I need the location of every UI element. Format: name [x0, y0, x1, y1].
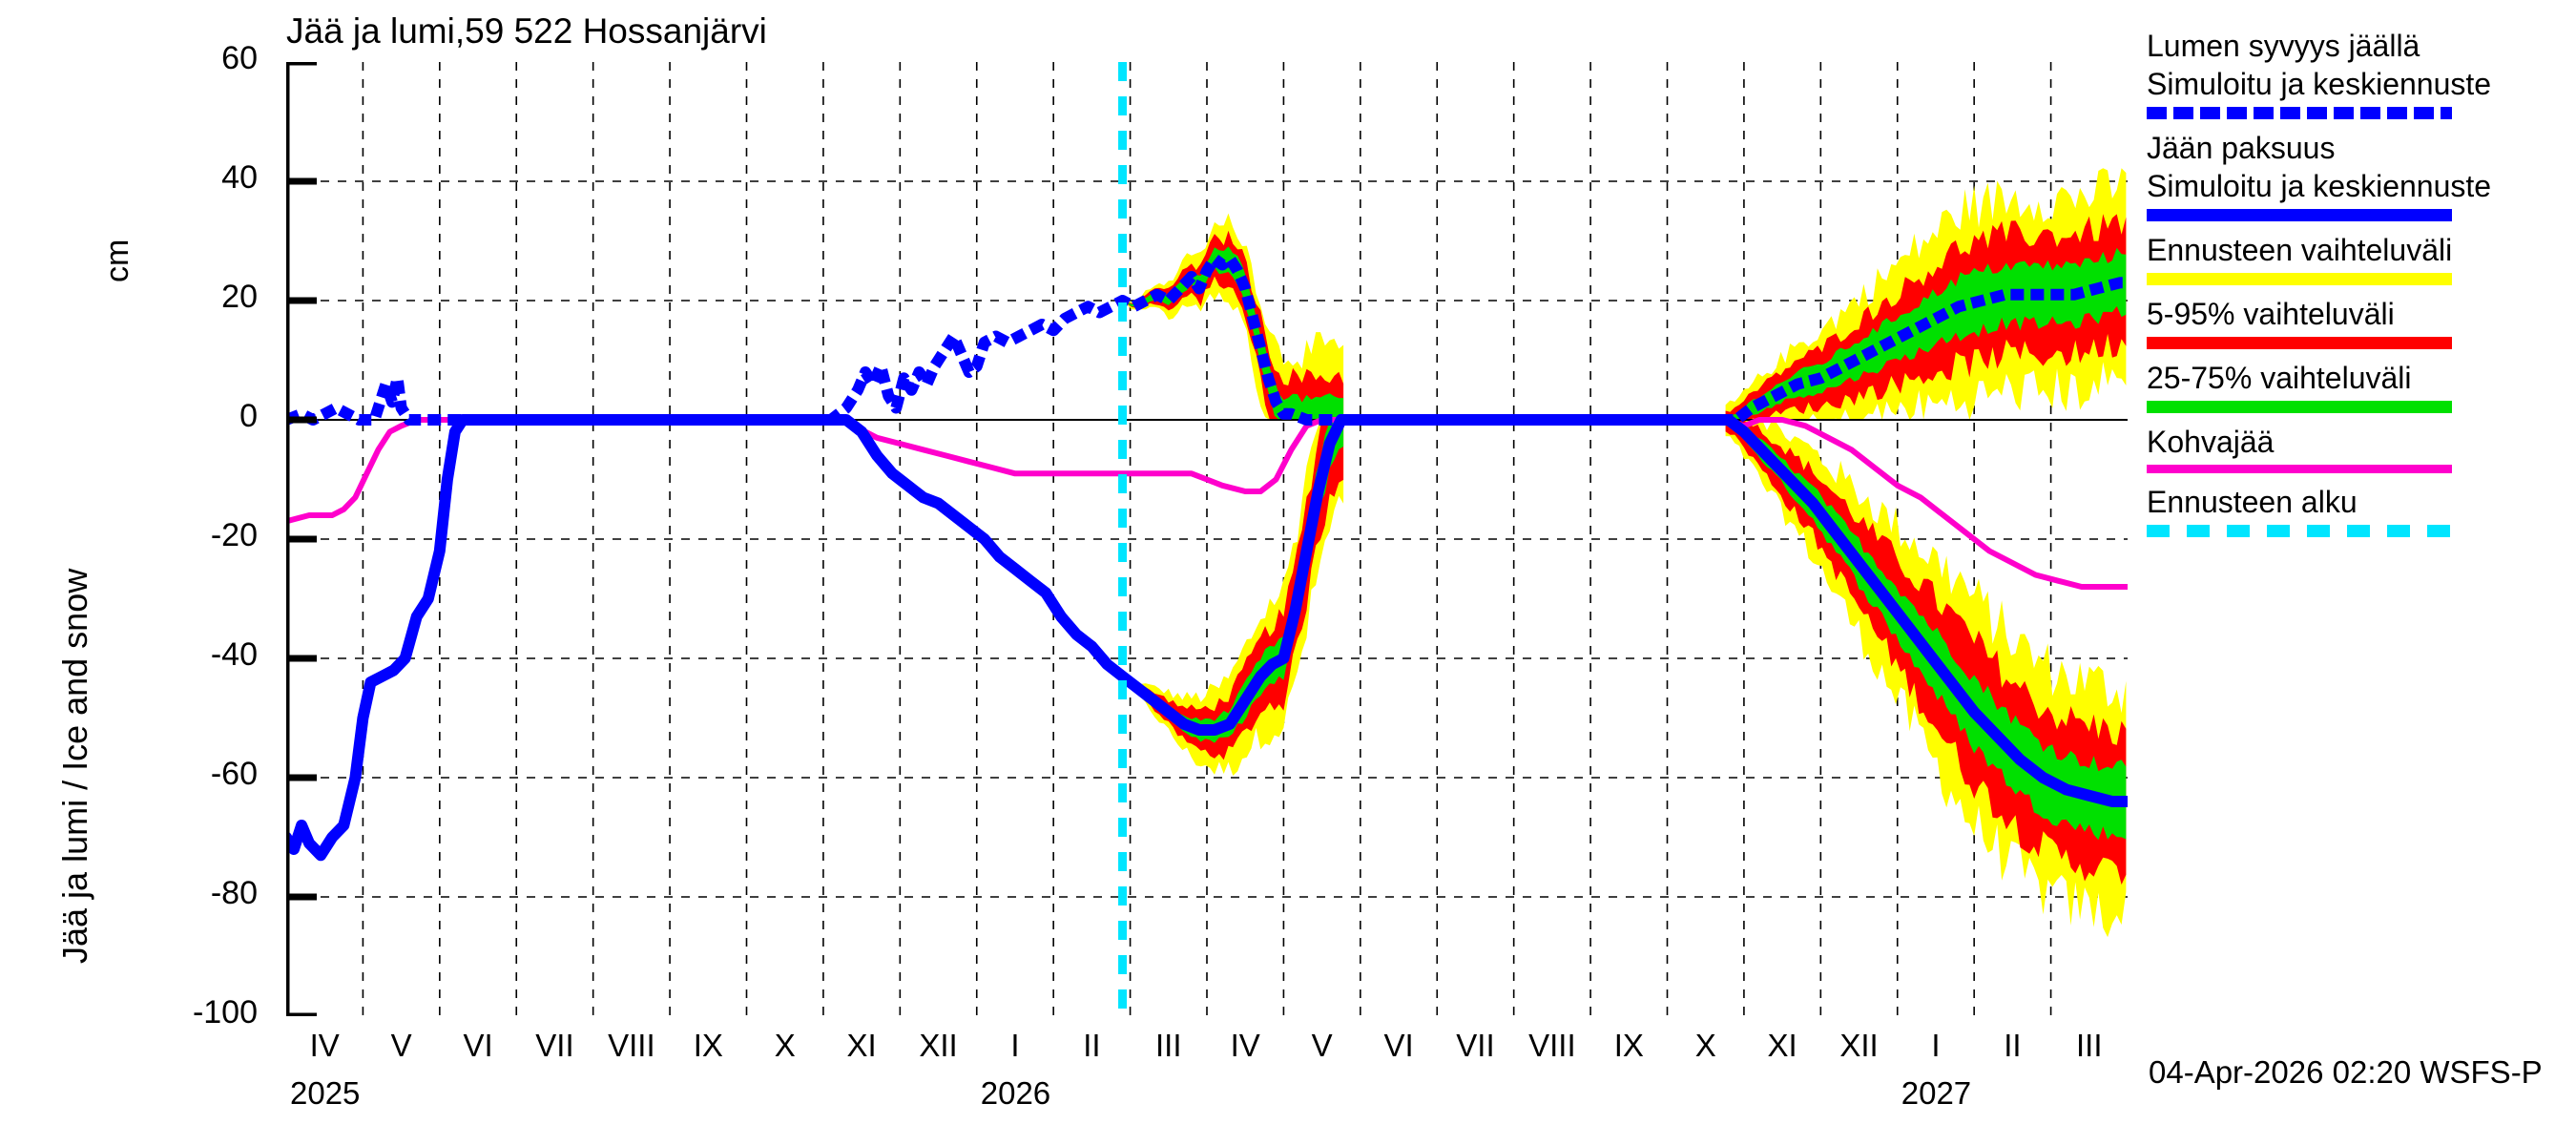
forecast-band	[1725, 247, 2127, 420]
y-tick-label: 60	[221, 40, 258, 76]
x-tick-label: VIII	[608, 1028, 655, 1063]
x-tick-label: XI	[846, 1028, 877, 1063]
plot-area	[286, 62, 2128, 1016]
y-tick-label: 20	[221, 279, 258, 315]
legend-item-ice-thickness: Jään paksuus Simuloitu ja keskiennuste	[2147, 129, 2566, 221]
legend-label: Jään paksuus	[2147, 131, 2336, 165]
y-tick-label: -60	[210, 756, 258, 792]
legend-swatch-forecast-start	[2147, 525, 2452, 537]
x-tick-label: VII	[535, 1028, 574, 1063]
legend-item-forecast-range: Ennusteen vaihteluväli	[2147, 231, 2566, 285]
legend-label: 25-75% vaihteluväli	[2147, 361, 2412, 395]
x-tick-label: XII	[919, 1028, 958, 1063]
y-tick-label: 40	[221, 159, 258, 196]
legend-item-range-25-75: 25-75% vaihteluväli	[2147, 359, 2566, 413]
y-tick-label: 0	[239, 398, 258, 434]
y-axis-unit: cm	[99, 239, 135, 282]
x-tick-label: III	[1155, 1028, 1182, 1063]
forecast-band	[1127, 213, 1344, 420]
legend-item-slush-ice: Kohvajää	[2147, 423, 2566, 473]
x-tick-label: X	[1694, 1028, 1716, 1063]
forecast-band	[1127, 230, 1344, 420]
x-tick-label: I	[1010, 1028, 1020, 1063]
y-tick-label: -100	[192, 994, 258, 1030]
x-tick-label: VI	[463, 1028, 493, 1063]
legend-sublabel: Simuloitu ja keskiennuste	[2147, 169, 2492, 203]
page-title: Jää ja lumi,59 522 Hossanjärvi	[286, 11, 767, 51]
series-ice-thickness	[286, 414, 2128, 862]
x-year-label: 2027	[1901, 1075, 1972, 1111]
x-tick-label: V	[390, 1028, 412, 1063]
legend-label: Kohvajää	[2147, 425, 2275, 459]
x-year-label: 2026	[980, 1075, 1051, 1111]
legend-label: Ennusteen vaihteluväli	[2147, 233, 2453, 267]
x-tick-label: X	[774, 1028, 796, 1063]
chart-canvas	[286, 62, 2128, 1016]
legend-item-range-5-95: 5-95% vaihteluväli	[2147, 295, 2566, 349]
forecast-band	[1127, 420, 1344, 776]
x-tick-label: IX	[1613, 1028, 1644, 1063]
legend-swatch-snow-depth-on-ice	[2147, 107, 2452, 119]
x-tick-label: III	[2076, 1028, 2103, 1063]
x-tick-label: VI	[1383, 1028, 1414, 1063]
x-tick-label: I	[1931, 1028, 1941, 1063]
x-tick-label: XI	[1767, 1028, 1797, 1063]
legend-swatch-slush-ice	[2147, 465, 2452, 473]
x-tick-label: XII	[1839, 1028, 1879, 1063]
legend-swatch-ice-thickness	[2147, 209, 2452, 221]
x-tick-label: VIII	[1528, 1028, 1576, 1063]
forecast-band	[1127, 246, 1344, 420]
legend-swatch-range-5-95	[2147, 337, 2452, 349]
legend-label: 5-95% vaihteluväli	[2147, 297, 2395, 331]
footer-timestamp: 04-Apr-2026 02:20 WSFS-P	[2149, 1054, 2543, 1090]
chart-legend: Lumen syvyys jäällä Simuloitu ja keskienn…	[2147, 27, 2566, 547]
x-tick-label: IV	[1230, 1028, 1260, 1063]
legend-label: Ennusteen alku	[2147, 485, 2358, 519]
legend-swatch-forecast-range	[2147, 273, 2452, 285]
legend-sublabel: Simuloitu ja keskiennuste	[2147, 67, 2492, 101]
series-snow-depth	[286, 253, 2128, 426]
x-year-label: 2025	[290, 1075, 361, 1111]
y-tick-label: -20	[210, 517, 258, 553]
x-tick-label: IV	[309, 1028, 340, 1063]
x-tick-label: V	[1311, 1028, 1333, 1063]
legend-swatch-range-25-75	[2147, 401, 2452, 413]
x-tick-label: VII	[1456, 1028, 1495, 1063]
x-tick-label: II	[1083, 1028, 1101, 1063]
x-tick-label: IX	[693, 1028, 723, 1063]
forecast-band	[1127, 420, 1344, 760]
y-tick-label: -40	[210, 636, 258, 673]
legend-item-forecast-start: Ennusteen alku	[2147, 483, 2566, 537]
y-tick-label: -80	[210, 875, 258, 911]
legend-item-snow-depth-on-ice: Lumen syvyys jäällä Simuloitu ja keskienn…	[2147, 27, 2566, 119]
legend-label: Lumen syvyys jäällä	[2147, 29, 2420, 63]
x-tick-label: II	[2004, 1028, 2022, 1063]
